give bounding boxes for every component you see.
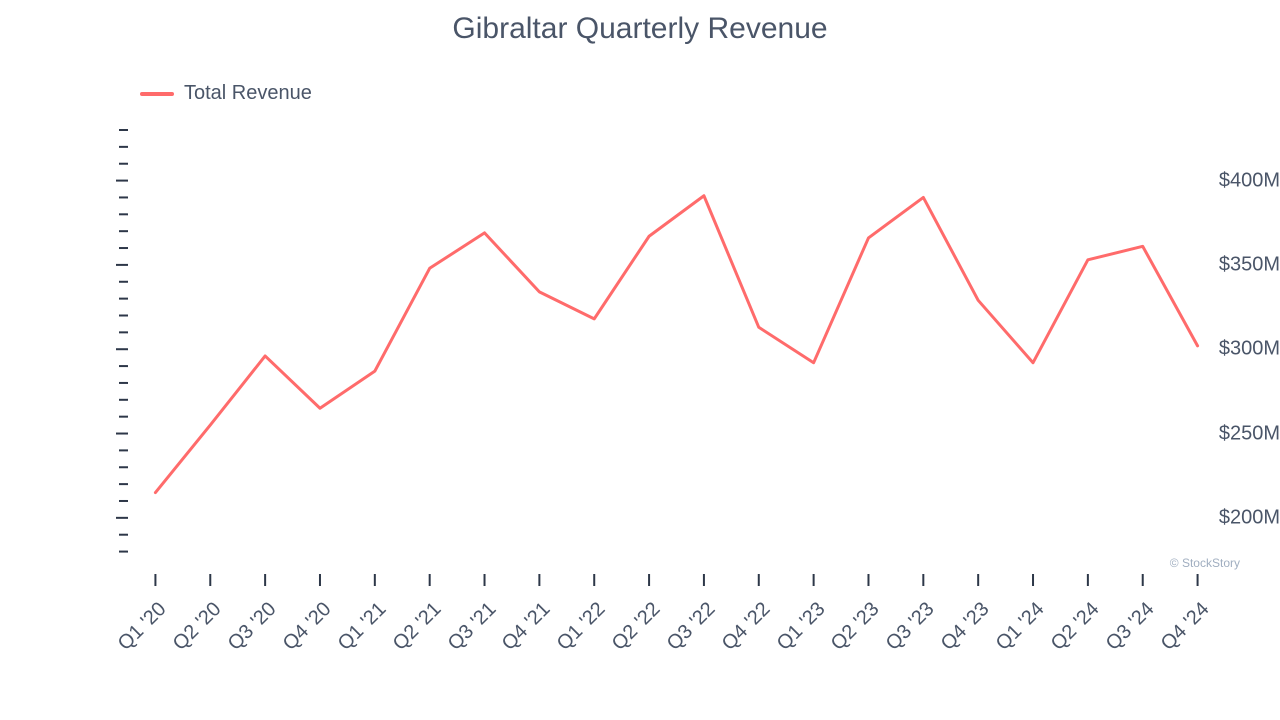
y-tick-label: $300M <box>1172 338 1280 361</box>
revenue-chart: Gibraltar Quarterly Revenue Total Revenu… <box>0 0 1280 720</box>
attribution: © StockStory <box>1170 556 1240 570</box>
y-tick-label: $250M <box>1172 422 1280 445</box>
y-tick-label: $350M <box>1172 253 1280 276</box>
y-tick-label: $400M <box>1172 169 1280 192</box>
y-tick-label: $200M <box>1172 506 1280 529</box>
